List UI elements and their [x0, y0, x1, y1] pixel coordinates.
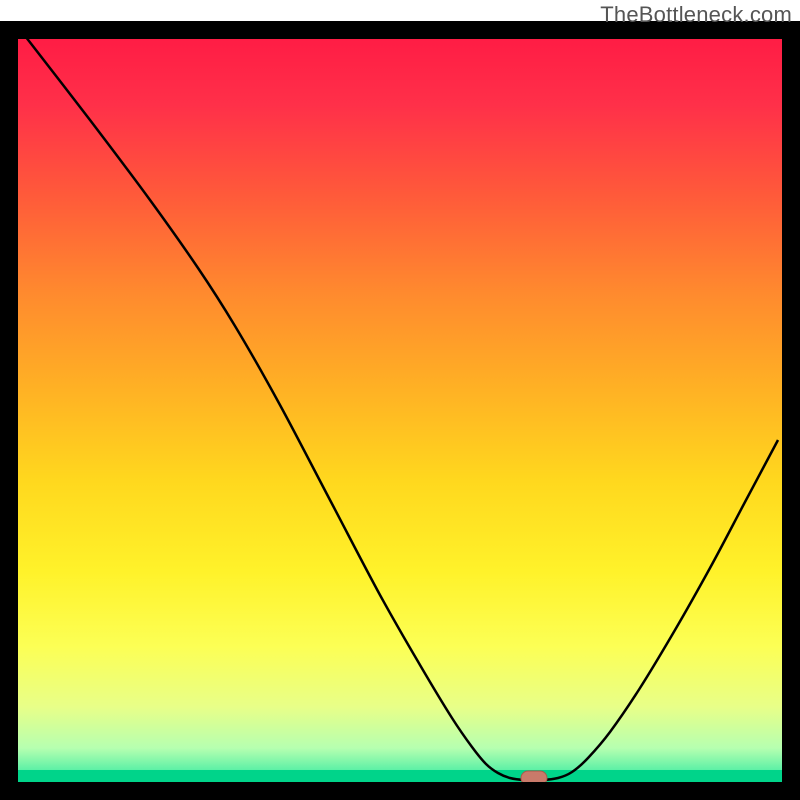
watermark-text: TheBottleneck.com — [600, 2, 792, 28]
chart-container: { "watermark": { "text": "TheBottleneck.… — [0, 0, 800, 800]
bottleneck-curve-chart — [0, 0, 800, 800]
gradient-background — [18, 30, 782, 782]
green-baseline-strip — [18, 770, 782, 782]
